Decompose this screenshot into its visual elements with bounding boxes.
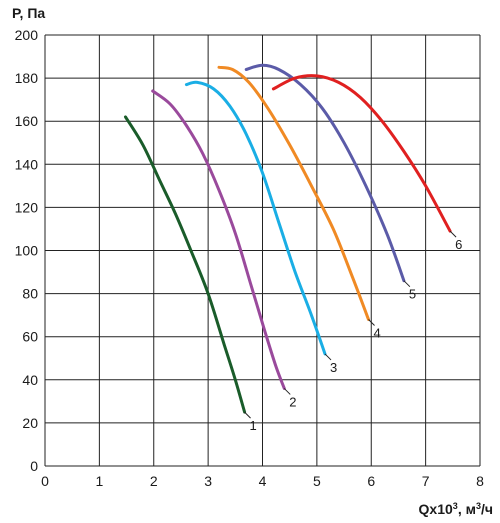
- series-line-5: [244, 63, 406, 283]
- curve-label-leader: [368, 319, 375, 326]
- y-tick-label: 180: [15, 70, 39, 86]
- y-tick-label: 160: [15, 113, 39, 129]
- curve-labels: 1 2 3 4 5 6: [244, 230, 462, 433]
- x-tick-label: 2: [150, 473, 158, 489]
- x-tick-label: 4: [259, 473, 267, 489]
- y-tick-label: 20: [22, 415, 38, 431]
- curve-label-leader: [324, 353, 332, 361]
- curve-label-6: 6: [455, 237, 462, 252]
- curve-label-5: 5: [409, 287, 416, 302]
- curve-label-4: 4: [374, 325, 381, 340]
- x-tick-label: 6: [367, 473, 375, 489]
- y-tick-label: 60: [22, 329, 38, 345]
- x-tick-label: 7: [422, 473, 430, 489]
- x-tick-label: 1: [95, 473, 103, 489]
- x-axis-ticks: 0 1 2 3 4 5 6 7 8: [41, 473, 484, 489]
- series-line-4: [217, 65, 370, 321]
- y-tick-label: 40: [22, 372, 38, 388]
- curve-label-leader: [244, 411, 251, 419]
- y-tick-label: 120: [15, 199, 39, 215]
- curve-label-1: 1: [250, 418, 257, 433]
- x-tick-label: 5: [313, 473, 321, 489]
- series-line-3: [184, 80, 327, 356]
- series-line-2: [151, 89, 286, 390]
- x-axis-title: Qx103, м3/ч: [419, 501, 493, 517]
- y-tick-label: 80: [22, 286, 38, 302]
- y-tick-label: 200: [15, 27, 39, 43]
- grid-lines: [44, 34, 481, 467]
- series-line-6: [271, 74, 452, 233]
- y-tick-label: 100: [15, 243, 39, 259]
- y-axis-title: P, Па: [12, 5, 45, 21]
- y-tick-label: 0: [30, 458, 38, 474]
- y-tick-label: 140: [15, 156, 39, 172]
- y-axis-ticks: 0 20 40 60 80 100 120 140 160 180 200: [15, 27, 39, 474]
- curve-label-2: 2: [289, 394, 296, 409]
- x-tick-label: 0: [41, 473, 49, 489]
- curve-label-leader: [283, 388, 291, 395]
- x-tick-label: 8: [476, 473, 484, 489]
- curve-label-3: 3: [330, 360, 337, 375]
- series-group: [124, 63, 452, 414]
- curve-label-leader: [449, 230, 457, 238]
- x-tick-label: 3: [204, 473, 212, 489]
- series-line-1: [124, 115, 247, 414]
- curve-label-leader: [403, 280, 411, 288]
